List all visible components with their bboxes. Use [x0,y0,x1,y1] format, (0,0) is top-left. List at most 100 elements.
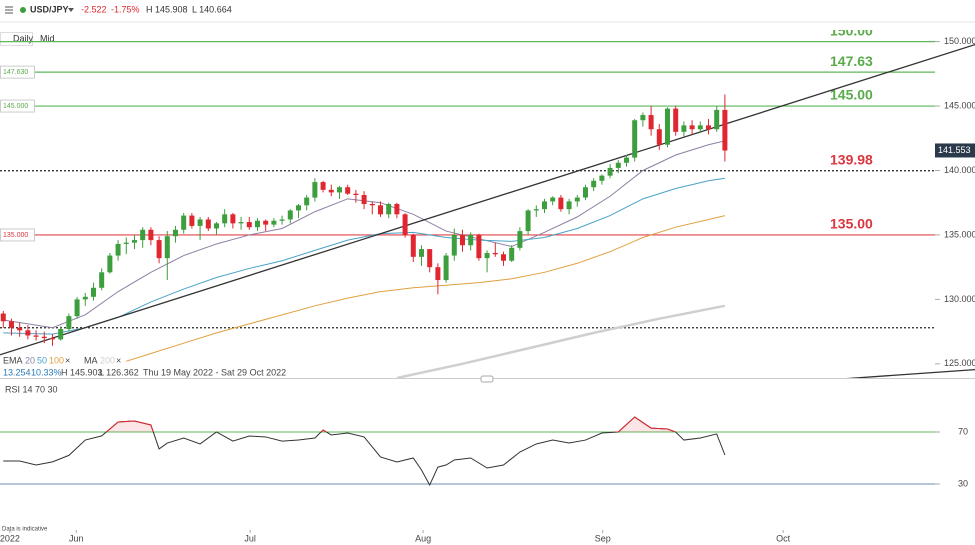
candle-body [205,219,211,229]
session-low: L 140.664 [192,4,232,14]
candle-body [66,316,72,330]
level-label: 139.98 [830,151,873,167]
candle-body [615,162,621,168]
y-tick-label: 30 [958,478,968,488]
moving-average [3,140,726,329]
candle-body [427,249,433,268]
price-tag-label: 141.553 [938,145,971,155]
price-pane: 150.00 147.63 145.00 139.98 135.00 [0,22,975,378]
candle-body [90,287,96,297]
rsi-overbought-fill [105,416,677,432]
candle-body [697,125,703,130]
candle-body [328,189,334,193]
x-tick-label: Jul [244,533,256,543]
candle-body [574,197,580,202]
y-tick-label: 150.000 [944,36,975,46]
close-icon[interactable]: × [65,355,70,365]
candle-body [140,229,146,241]
candle-body [238,222,244,224]
rsi-pane: 30 70 2022 Jun Jul Aug Sep Oct [0,416,968,543]
candle-body [623,157,629,163]
candle-body [222,214,228,224]
candle-body [386,204,392,215]
ema-period[interactable]: 100 [49,355,64,365]
candle-body [648,115,654,130]
dropdown-arrow[interactable] [68,8,74,12]
candle-body [279,219,285,221]
trend-line [0,43,975,356]
level-label: 147.63 [830,53,873,69]
stat: 13.254 [3,367,31,377]
candle-body [443,255,449,281]
candle-body [394,204,400,215]
candle-body [566,201,572,210]
y-tick-label: 130.000 [944,294,975,304]
candle-body [295,205,301,211]
candle-body [369,204,375,206]
x-tick-label: Sep [595,533,611,543]
candle-body [451,234,457,256]
x-tick-label: 2022 [0,533,20,543]
ema-period[interactable]: 20 [25,355,35,365]
candle-body [287,210,293,220]
candle-body [558,197,564,210]
candle-body [189,215,195,226]
candle-body [156,240,162,259]
interval[interactable]: Daily [13,33,34,43]
level-axis-label: 145.000 [3,103,28,110]
candle-body [533,209,539,211]
ma-label: MA [84,355,98,365]
stat: 10.33% [31,367,62,377]
candle-body [115,243,121,256]
candle-body [49,338,55,340]
stat: H 145.903 [61,367,103,377]
candle-body [681,125,687,132]
candle-body [82,296,88,300]
candle-body [377,205,383,215]
candle-body [25,330,31,336]
pane-resize-handle[interactable] [480,375,494,383]
candle-body [714,109,720,130]
candle-body [107,255,113,273]
candle-body [304,197,310,206]
price-type[interactable]: Mid [40,33,55,43]
change-pct: -1.75% [111,4,140,14]
candle-body [148,229,154,241]
candle-body [541,201,547,210]
candle-body [336,187,342,193]
candle-body [599,175,605,181]
level-axis-box [0,228,35,242]
candle-body [213,223,219,229]
level-label: 145.00 [830,87,873,103]
level-label: 150.00 [830,22,873,38]
candle-body [123,242,129,244]
candle-body [476,234,482,259]
ma-period[interactable]: 200 [100,355,115,365]
candle-body [689,125,695,130]
candle-body [320,182,326,190]
candle-body [99,272,105,288]
candle-body [492,252,498,255]
candle-body [312,182,318,198]
candle-body [722,109,728,151]
ema-period[interactable]: 50 [37,355,47,365]
menu-icon[interactable] [5,6,13,14]
disclaimer: Data is indicative [2,527,48,533]
ema-label: EMA [3,355,23,365]
candle-body [591,180,597,188]
candle-body [509,247,515,261]
candle-body [410,234,416,257]
candle-body [353,193,359,195]
moving-average [396,304,726,378]
close-icon[interactable]: × [116,355,121,365]
price-axis: 150.000 145.000 140.000 135.000 130.000 125.0… [0,36,975,368]
level-axis-label: 147.630 [3,69,28,76]
price-tag [935,143,975,158]
candle-body [435,267,441,281]
candle-body [17,327,23,331]
interval-box[interactable] [0,32,33,46]
symbol[interactable]: USD/JPY [30,4,69,14]
candle-body [664,108,670,145]
moving-average [126,215,726,362]
trend-line [846,368,975,378]
